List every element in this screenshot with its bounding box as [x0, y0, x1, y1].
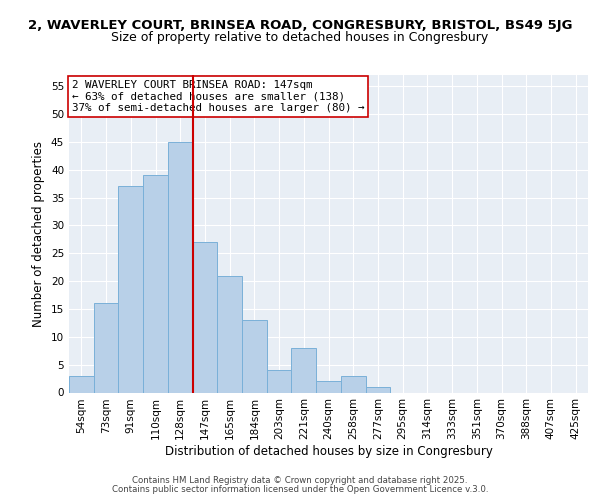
Bar	[316, 382, 341, 392]
Bar	[267, 370, 292, 392]
Bar	[341, 376, 365, 392]
Text: 2, WAVERLEY COURT, BRINSEA ROAD, CONGRESBURY, BRISTOL, BS49 5JG: 2, WAVERLEY COURT, BRINSEA ROAD, CONGRES…	[28, 19, 572, 32]
Bar	[217, 276, 242, 392]
Bar	[69, 376, 94, 392]
Bar	[168, 142, 193, 393]
Text: Contains HM Land Registry data © Crown copyright and database right 2025.: Contains HM Land Registry data © Crown c…	[132, 476, 468, 485]
Bar	[242, 320, 267, 392]
Text: Contains public sector information licensed under the Open Government Licence v.: Contains public sector information licen…	[112, 485, 488, 494]
Bar	[292, 348, 316, 393]
Text: Size of property relative to detached houses in Congresbury: Size of property relative to detached ho…	[112, 31, 488, 44]
Bar	[193, 242, 217, 392]
Bar	[143, 176, 168, 392]
Bar	[365, 387, 390, 392]
Bar	[94, 304, 118, 392]
Y-axis label: Number of detached properties: Number of detached properties	[32, 141, 46, 327]
X-axis label: Distribution of detached houses by size in Congresbury: Distribution of detached houses by size …	[164, 445, 493, 458]
Bar	[118, 186, 143, 392]
Text: 2 WAVERLEY COURT BRINSEA ROAD: 147sqm
← 63% of detached houses are smaller (138): 2 WAVERLEY COURT BRINSEA ROAD: 147sqm ← …	[71, 80, 364, 113]
